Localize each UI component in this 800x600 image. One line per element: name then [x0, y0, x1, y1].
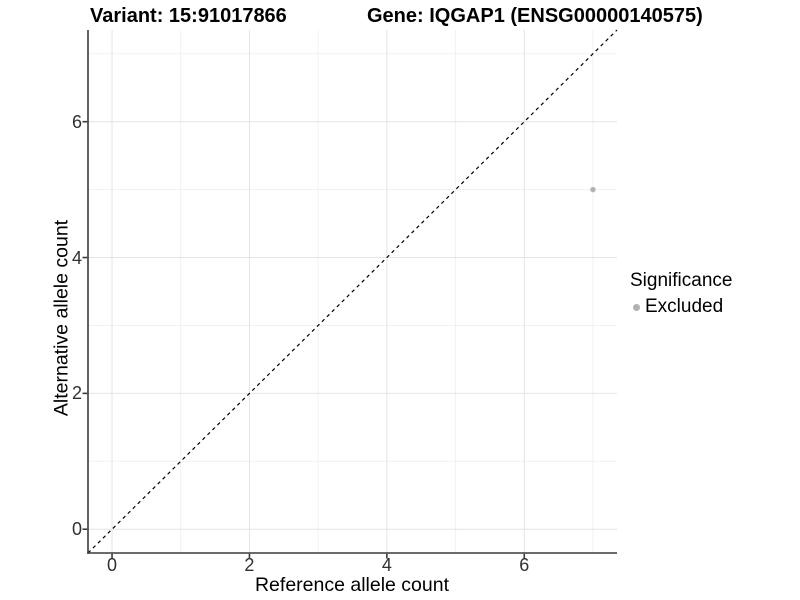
- legend-item: Excluded: [630, 296, 732, 318]
- legend: Significance Excluded: [630, 270, 732, 318]
- y-tick-label: 6: [71, 111, 82, 132]
- plot-title-variant: Variant: 15:91017866: [90, 5, 287, 27]
- identity-dashed-line: [87, 29, 618, 554]
- x-axis-title: Reference allele count: [254, 574, 450, 596]
- x-tick-label: 6: [519, 555, 530, 575]
- plot-panel: [82, 29, 618, 559]
- y-tick-label: 0: [71, 519, 82, 540]
- y-axis-title: Alternative allele count: [50, 219, 73, 417]
- legend-title: Significance: [630, 270, 733, 291]
- plot-title-gene: Gene: IQGAP1 (ENSG00000140575): [367, 5, 703, 27]
- x-tick-label: 0: [107, 555, 118, 575]
- x-tick-label: 2: [244, 555, 255, 575]
- x-tick-label: 4: [381, 555, 392, 575]
- legend-point-icon: [633, 303, 640, 311]
- y-tick-label: 2: [71, 383, 82, 404]
- data-point: [590, 186, 596, 193]
- legend-item-label: Excluded: [645, 296, 724, 317]
- y-tick-label: 4: [71, 247, 82, 268]
